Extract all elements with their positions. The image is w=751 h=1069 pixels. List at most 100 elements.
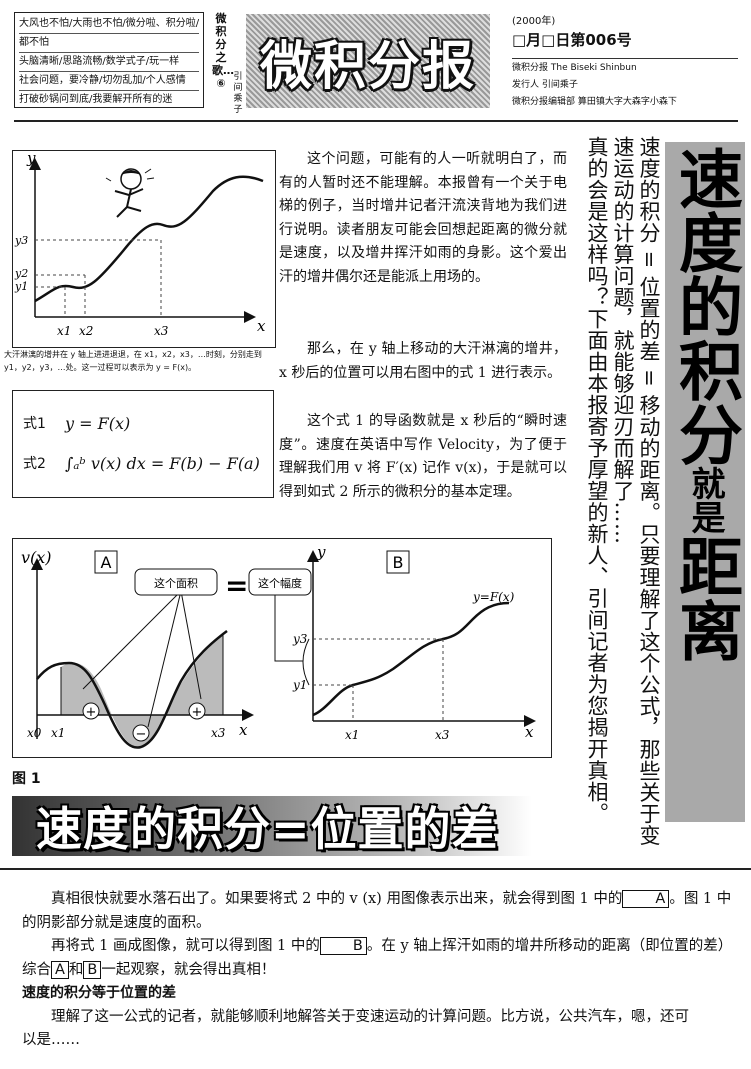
text-span: 一起观察，就会得出真相！ [101,961,276,978]
graphB-x-label: x [525,723,534,741]
pointer-line [180,590,202,700]
y-tick-label: y1 [292,678,307,692]
text-span: 再将式 1 画成图像，就可以得到图 1 中的 [51,938,320,954]
article-paragraph-1: 这个问题，可能有的人一听就明白了，而有的人暂时还不能理解。本报曾有一个关于电梯的… [279,148,567,290]
x-tick-label: x3 [435,728,450,742]
article-paragraph-3: 这个式 1 的导函数就是 x 秒后的“瞬时速度”。速度在英语中写作 Veloci… [279,410,567,504]
graphA-tag: A [101,553,112,572]
series-title: 微积分之歌…⑥ [212,12,234,90]
text-span: 和 [68,961,84,978]
formula-expression: ∫ₐᵇ v(x) dx = F(b) − F(a) [65,453,260,473]
formula-2: 式2 ∫ₐᵇ v(x) dx = F(b) − F(a) [23,443,263,483]
x-tick-label: x0 [27,726,42,740]
width-callout [248,568,312,596]
publisher-line: 发行人 引间乘子 [512,80,578,90]
figure-label: 图 1 [12,771,41,787]
minus-sign: − [136,727,147,742]
slogan-line: 打破砂锅问到底/我要解开所有的迷 [19,94,173,105]
x-tick-label: x3 [154,324,169,338]
headline-part: 就 [685,466,725,500]
x-tick-label: x1 [345,728,359,742]
y-tick-label: y2 [14,267,28,280]
graphB-curve-label: y=F(x) [472,590,515,604]
slogan-line: 社会问题，要冷静/切勿乱加/个人感情 [19,72,199,91]
area-callout [134,568,218,596]
slogan-line: 头脑清晰/思路流畅/数学式子/玩一样 [19,53,199,72]
bottom-article: 真相很快就要水落石出了。如果要将式 2 中的 v (x) 用图像表示出来，就会得… [22,888,751,1053]
text-span: 综合 [22,961,51,978]
banner-headline: 速度的积分=位置的差 [12,796,532,856]
tag-b: B [83,960,102,979]
masthead-title-block: 微积分报 [246,14,490,108]
pointer-line [147,590,182,728]
y-tick-label: y1 [14,280,28,293]
masthead-title: 微积分报 [259,36,476,97]
paragraph: 这个式 1 的导函数就是 x 秒后的“瞬时速度”。速度在英语中写作 Veloci… [279,413,567,500]
series-author: 引间乘子 [233,72,243,115]
subheading: 速度的积分等于位置的差 [22,985,176,1001]
position-curve [34,175,264,303]
formula-label: 式1 [23,416,46,432]
x-axis-label: x [257,317,266,335]
tag-a: A [622,890,670,908]
plus-marker [188,702,206,720]
graphA-tag-box [94,550,118,574]
vertical-headline: 速度的积分就是距离 [665,142,745,822]
x-tick-label: x1 [51,726,65,740]
plus-marker [82,702,100,720]
caption-line: 大汗淋漓的增井在 y 轴上进进退退，在 x1，x2，x3，…时刻，分别走到 [4,350,262,359]
text-line: 以是…… [22,1032,80,1048]
range-bracket [302,638,310,686]
text-line: 的阴影部分就是速度的面积。 [22,914,211,931]
text-line: 理解了这一公式的记者，就能够顺利地解答关于变速运动的计算问题。比方说，公共汽车，… [51,1008,689,1025]
plus-sign: + [86,705,97,720]
graphA-y-label: v(x) [21,548,52,567]
tag-a: A [51,960,69,979]
formula-box: 式1 y = F(x) 式2 ∫ₐᵇ v(x) dx = F(b) − F(a) [12,390,274,498]
headline-part: 速度的积分 [668,146,742,466]
vertical-text: 速度的积分 = 位置的差 = 移动的距离。只要理解了这个公式，那些关于变速运动的… [611,136,661,846]
masthead-rule [14,120,738,122]
text-span: 。图 1 中 [669,891,732,907]
paragraph: 这个问题，可能有的人一听就明白了，而有的人暂时还不能理解。本报曾有一个关于电梯的… [279,151,567,285]
width-callout-label: 这个幅度 [258,576,302,590]
figure-1: + − + 这个面积 A v(x) x0 x1 x3 x = 这个幅度 B y … [12,538,552,758]
pointer-line [274,583,303,662]
velocity-curve [36,630,228,749]
text-span: 。在 y 轴上挥汗如雨的增井所移动的距离（即位置的差） [366,938,733,954]
slogan-box: 大风也不怕/大雨也不怕/微分啦、积分啦/ 都不怕 头脑清晰/思路流畅/数学式子/… [14,12,204,108]
position-graph: y x y3 y2 y1 x1 x2 x3 [12,149,276,348]
formula-label: 式2 [23,456,46,472]
tag-b: B [319,937,367,955]
formula-expression: y = F(x) [65,413,131,433]
graphA-x-label: x [239,721,248,739]
headline-part: 距离 [668,534,742,662]
position-graph-svg: y x y3 y2 y1 x1 x2 x3 [14,149,266,338]
area-callout-label: 这个面积 [154,576,198,590]
caption-line: y1，y2，y3，…处。这一过程可以表示为 y = F(x)。 [4,363,197,372]
pointer-line [82,590,182,690]
article-paragraph-2: 那么，在 y 轴上移动的大汗淋漓的增井，x 秒后的位置可以用右图中的式 1 进行… [279,338,567,385]
section-rule [0,868,751,870]
headline-part: 是 [685,500,725,534]
text-line: 综合 A 和 B 一起观察，就会得出真相！ [22,959,751,983]
position-graph-caption: 大汗淋漓的增井在 y 轴上进进退退，在 x1，x2，x3，…时刻，分别走到 y1… [4,348,274,374]
vertical-text: 真的会是这样吗？下面由本报寄予厚望的新人、引间记者为您揭开真相。 [585,136,609,824]
publisher-line: 微积分报编辑部 算田镇大字大森字小森下 [512,97,677,107]
y-tick-label: y3 [14,234,28,247]
x-tick-label: x3 [211,726,226,740]
y-axis-label: y [26,151,36,167]
figure-1-svg: + − + 这个面积 A v(x) x0 x1 x3 x = 这个幅度 B y … [21,543,536,749]
graphB-tag-box [386,550,410,574]
slogan-line: 都不怕 [19,34,199,53]
y-tick-label: y3 [292,632,308,646]
x-tick-label: x1 [57,324,71,338]
text-line: 再将式 1 画成图像，就可以得到图 1 中的 B 。在 y 轴上挥汗如雨的增井所移动… [22,935,751,959]
paragraph: 那么，在 y 轴上移动的大汗淋漓的增井，x 秒后的位置可以用右图中的式 1 进行… [279,341,567,381]
vertical-text-columns: 速度的积分 = 位置的差 = 移动的距离。只要理解了这个公式，那些关于变速运动的… [574,136,662,866]
banner-text: 速度的积分=位置的差 [36,802,499,856]
slogan-line: 大风也不怕/大雨也不怕/微分啦、积分啦/ [19,15,199,34]
issue-info: (2000年) □月□日第006号 微积分报 The Biseki Shinbu… [512,12,738,116]
publisher-line: 微积分报 The Biseki Shinbun [512,63,637,73]
text-line: 真相很快就要水落石出了。如果要将式 2 中的 v (x) 用图像表示出来，就会得… [22,888,751,912]
